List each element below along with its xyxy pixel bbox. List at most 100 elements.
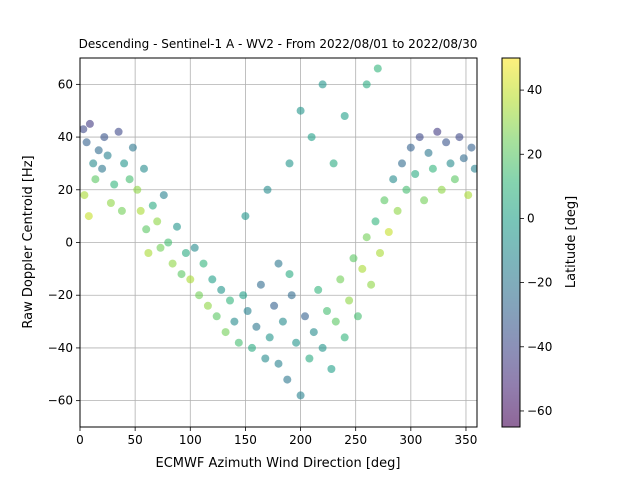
scatter-point xyxy=(376,249,384,257)
scatter-point xyxy=(140,164,148,173)
scatter-point xyxy=(256,280,265,289)
colorbar-tick-label: −60 xyxy=(527,404,552,418)
scatter-point xyxy=(190,243,199,252)
x-axis-label: ECMWF Azimuth Wind Direction [deg] xyxy=(156,456,401,471)
scatter-point xyxy=(208,275,217,284)
x-axis-ticks: 0 50 100 150 200 250 300 350 xyxy=(76,427,477,447)
colorbar-tick-label: −20 xyxy=(527,276,552,290)
scatter-point xyxy=(367,280,376,289)
scatter-point xyxy=(296,106,305,115)
y-tick-label: 60 xyxy=(58,77,73,91)
x-tick-label: 150 xyxy=(234,433,257,447)
scatter-point xyxy=(106,199,115,207)
scatter-point xyxy=(199,259,208,268)
x-tick-label: 50 xyxy=(127,433,142,447)
scatter-point xyxy=(296,391,305,400)
scatter-point xyxy=(136,206,145,215)
colorbar-ticks: −60 −40 −20 0 20 40 xyxy=(520,83,552,418)
scatter-point xyxy=(239,291,248,300)
scatter-point xyxy=(285,159,294,168)
scatter-point xyxy=(91,175,100,184)
scatter-point xyxy=(142,225,151,234)
scatter-point xyxy=(230,317,239,326)
scatter-point xyxy=(389,175,398,184)
scatter-point xyxy=(307,133,316,142)
scatter-point xyxy=(89,159,98,168)
y-tick-label: −60 xyxy=(48,394,73,408)
scatter-point xyxy=(148,201,157,210)
x-tick-label: 0 xyxy=(76,433,84,447)
x-tick-label: 350 xyxy=(455,433,478,447)
scatter-point xyxy=(241,212,250,221)
scatter-point xyxy=(274,359,283,368)
y-tick-label: −40 xyxy=(48,341,73,355)
scatter-point xyxy=(248,343,256,352)
scatter-point xyxy=(125,175,134,184)
scatter-point xyxy=(270,301,279,310)
scatter-point xyxy=(263,185,272,194)
scatter-point xyxy=(285,270,294,279)
y-axis-ticks: −60 −40 −20 0 20 40 60 xyxy=(48,77,80,408)
scatter-point xyxy=(450,175,459,184)
scatter-point xyxy=(265,333,274,342)
scatter-point xyxy=(98,164,107,173)
scatter-point xyxy=(292,338,301,347)
scatter-point xyxy=(362,233,371,242)
scatter-point xyxy=(144,249,153,257)
scatter-point xyxy=(212,312,221,321)
scatter-point xyxy=(203,301,212,310)
scatter-point xyxy=(420,196,429,205)
scatter-point xyxy=(340,112,349,120)
scatter-point xyxy=(442,138,451,147)
scatter-point xyxy=(437,185,446,194)
scatter-point xyxy=(470,164,477,173)
scatter-point xyxy=(159,191,168,200)
scatter-point xyxy=(455,133,464,142)
grid-layer xyxy=(79,58,477,427)
scatter-point xyxy=(153,217,162,226)
scatter-point xyxy=(120,159,129,168)
scatter-point xyxy=(80,125,88,134)
scatter-point xyxy=(358,264,367,273)
scatter-point xyxy=(411,170,420,178)
scatter-point xyxy=(217,285,226,294)
colorbar-tick-label: −40 xyxy=(527,340,552,354)
scatter-point xyxy=(221,328,230,337)
scatter-point xyxy=(349,254,358,263)
scatter-point xyxy=(80,191,89,200)
scatter-point xyxy=(305,354,314,363)
scatter-point xyxy=(301,312,309,321)
scatter-point xyxy=(373,64,382,73)
colorbar xyxy=(501,57,521,428)
colorbar-label: Latitude [deg] xyxy=(564,196,579,288)
scatter-point xyxy=(261,354,270,363)
scatter-point xyxy=(278,317,287,326)
scatter-point xyxy=(345,296,354,305)
scatter-point xyxy=(464,191,473,200)
scatter-point xyxy=(128,143,137,152)
y-tick-label: 0 xyxy=(65,236,73,250)
scatter-point xyxy=(424,148,433,157)
x-tick-label: 250 xyxy=(344,433,367,447)
scatter-point xyxy=(380,196,389,205)
colorbar-tick-label: 20 xyxy=(527,147,542,161)
scatter-point xyxy=(467,143,476,152)
scatter-point xyxy=(243,307,252,315)
scatter-point xyxy=(406,143,415,152)
scatter-point xyxy=(156,243,165,252)
scatter-point xyxy=(110,180,119,189)
scatter-point xyxy=(168,259,177,268)
chart-title: Descending - Sentinel-1 A - WV2 - From 2… xyxy=(79,37,478,51)
scatter-point xyxy=(398,159,406,168)
scatter-point xyxy=(428,164,437,173)
scatter-point xyxy=(195,291,204,300)
scatter-point xyxy=(177,270,186,279)
y-tick-label: −20 xyxy=(48,288,73,302)
scatter-point xyxy=(252,322,261,331)
scatter-point xyxy=(329,159,338,168)
scatter-point xyxy=(340,333,349,342)
x-tick-label: 300 xyxy=(399,433,422,447)
colorbar-tick-label: 40 xyxy=(527,83,542,97)
scatter-point xyxy=(82,138,91,147)
